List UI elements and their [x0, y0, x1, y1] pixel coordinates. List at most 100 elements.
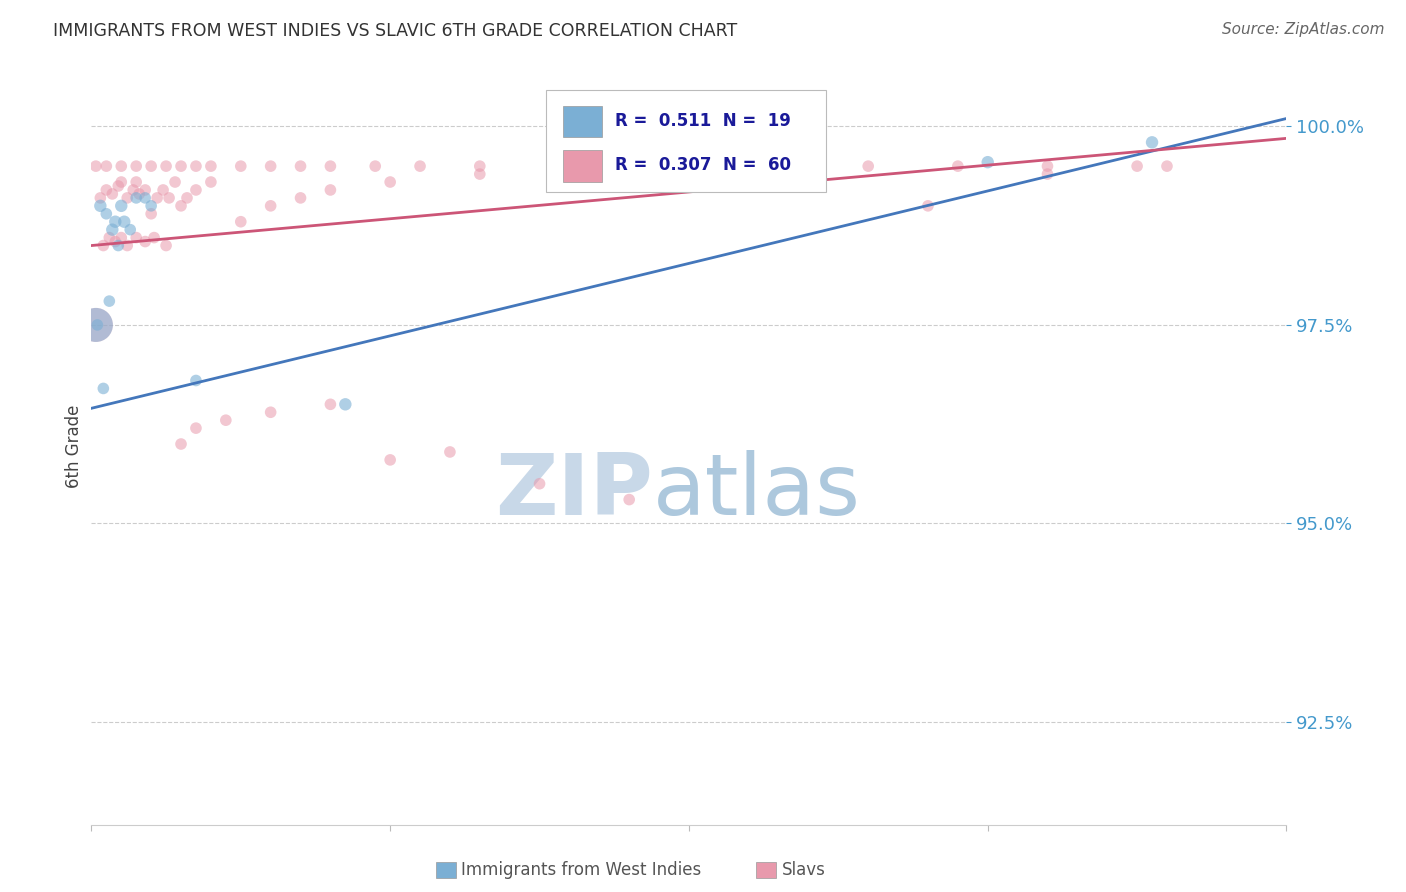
Point: [468, 167, 491, 181]
Point: [101, 222, 124, 236]
Point: [93, 381, 115, 395]
Point: [1036, 159, 1059, 173]
Point: [319, 397, 342, 411]
Point: [588, 167, 610, 181]
Text: ZIP: ZIP: [495, 450, 652, 533]
Point: [737, 159, 759, 173]
Point: [170, 199, 193, 213]
Point: [163, 175, 186, 189]
Point: [319, 159, 342, 173]
Point: [259, 199, 281, 213]
Point: [229, 215, 252, 229]
Point: [409, 159, 432, 173]
Point: [110, 159, 132, 173]
Point: [89, 199, 111, 213]
Text: Source: ZipAtlas.com: Source: ZipAtlas.com: [1222, 22, 1385, 37]
Point: [125, 191, 148, 205]
Point: [737, 179, 759, 194]
Point: [104, 215, 127, 229]
Point: [96, 159, 118, 173]
Point: [259, 405, 281, 419]
Point: [128, 186, 150, 201]
Point: [134, 183, 156, 197]
Point: [259, 159, 281, 173]
Point: [98, 294, 121, 309]
Point: [115, 191, 138, 205]
Point: [157, 191, 180, 205]
Point: [84, 159, 107, 173]
Point: [125, 230, 148, 244]
Point: [155, 238, 177, 252]
Point: [176, 191, 198, 205]
Point: [1156, 159, 1178, 173]
Point: [146, 191, 169, 205]
Point: [917, 199, 939, 213]
Y-axis label: 6th Grade: 6th Grade: [65, 404, 83, 488]
Point: [134, 191, 156, 205]
Text: IMMIGRANTS FROM WEST INDIES VS SLAVIC 6TH GRADE CORRELATION CHART: IMMIGRANTS FROM WEST INDIES VS SLAVIC 6T…: [53, 22, 738, 40]
Point: [184, 183, 207, 197]
Point: [110, 230, 132, 244]
Point: [200, 175, 222, 189]
Point: [290, 159, 312, 173]
Point: [946, 159, 969, 173]
Point: [107, 238, 129, 252]
Point: [152, 183, 174, 197]
Point: [110, 199, 132, 213]
Point: [529, 476, 551, 491]
Point: [122, 183, 145, 197]
Point: [215, 413, 238, 427]
Point: [184, 421, 207, 435]
Point: [200, 159, 222, 173]
FancyBboxPatch shape: [564, 105, 602, 137]
Point: [143, 230, 166, 244]
Point: [976, 155, 998, 169]
Point: [115, 238, 138, 252]
Point: [170, 437, 193, 451]
Point: [93, 238, 115, 252]
Point: [1036, 167, 1059, 181]
FancyBboxPatch shape: [564, 150, 602, 182]
Point: [89, 191, 111, 205]
Point: [110, 175, 132, 189]
Point: [170, 159, 193, 173]
Point: [155, 159, 177, 173]
Point: [184, 374, 207, 388]
Point: [107, 179, 129, 194]
Point: [134, 235, 156, 249]
Point: [96, 183, 118, 197]
Point: [229, 159, 252, 173]
Point: [378, 453, 402, 467]
Point: [439, 445, 461, 459]
Point: [752, 159, 775, 173]
FancyBboxPatch shape: [546, 89, 827, 192]
Point: [141, 159, 162, 173]
Point: [125, 175, 148, 189]
Text: Slavs: Slavs: [782, 861, 825, 879]
Point: [104, 235, 127, 249]
Point: [558, 159, 581, 173]
Point: [84, 318, 107, 332]
Text: Immigrants from West Indies: Immigrants from West Indies: [461, 861, 702, 879]
Point: [98, 230, 121, 244]
Point: [86, 318, 108, 332]
Point: [856, 159, 880, 173]
Point: [290, 191, 312, 205]
Point: [112, 215, 135, 229]
Point: [101, 186, 124, 201]
Point: [1140, 136, 1163, 150]
Point: [619, 492, 641, 507]
Point: [468, 159, 491, 173]
Text: R =  0.307  N =  60: R = 0.307 N = 60: [614, 156, 790, 175]
Point: [141, 207, 162, 221]
Point: [84, 318, 107, 332]
Point: [364, 159, 387, 173]
Point: [335, 397, 357, 411]
Point: [184, 159, 207, 173]
Text: atlas: atlas: [652, 450, 860, 533]
Text: R =  0.511  N =  19: R = 0.511 N = 19: [614, 112, 790, 129]
Point: [120, 222, 142, 236]
Point: [319, 183, 342, 197]
Point: [125, 159, 148, 173]
Point: [141, 199, 162, 213]
